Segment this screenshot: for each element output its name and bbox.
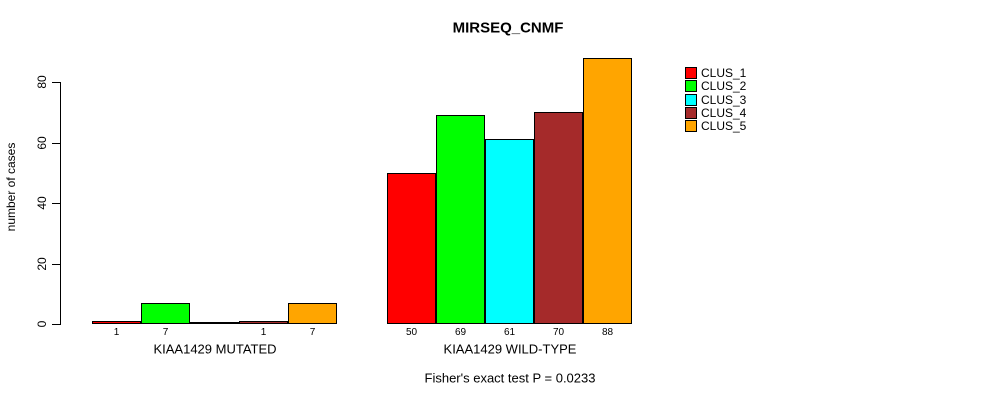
bar-clus_2-group1 [436, 115, 485, 324]
bar-value-label: 61 [503, 327, 516, 338]
y-axis-tick [52, 82, 60, 83]
y-axis-tick-label: 80 [35, 75, 49, 89]
legend-label-clus_5: CLUS_5 [701, 119, 747, 133]
legend-swatch-clus_3 [685, 94, 697, 106]
bar-clus_5-group0 [288, 303, 337, 324]
bar-clus_2-group0 [141, 303, 190, 324]
bar-clus_3-group1 [485, 139, 534, 324]
x-axis-group-label-mutated: KIAA1429 MUTATED [153, 341, 277, 357]
legend-swatch-clus_2 [685, 80, 697, 92]
bar-clus_4-group1 [534, 112, 583, 324]
y-axis-tick-label: 40 [35, 196, 49, 210]
bar-value-label: 7 [162, 327, 169, 338]
y-axis-tick-label: 20 [35, 257, 49, 271]
y-axis-tick-label: 0 [35, 320, 49, 328]
y-axis-tick [52, 143, 60, 144]
bar-value-label: 7 [309, 327, 316, 338]
legend-swatch-clus_4 [685, 107, 697, 119]
y-axis-tick [52, 203, 60, 204]
y-axis-tick [52, 324, 60, 325]
bar-value-label: 69 [454, 327, 467, 338]
y-axis-tick [52, 264, 60, 265]
legend-swatch-clus_5 [685, 120, 697, 132]
y-axis-tick-label: 60 [35, 136, 49, 150]
legend-label-clus_3: CLUS_3 [701, 93, 747, 107]
chart-title: MIRSEQ_CNMF [452, 19, 564, 37]
y-axis-title: number of cases [4, 142, 18, 232]
y-axis-line [60, 82, 61, 325]
legend-label-clus_1: CLUS_1 [701, 66, 747, 80]
bar-value-label: 1 [260, 327, 267, 338]
bar-value-label: 1 [113, 327, 120, 338]
legend-swatch-clus_1 [685, 67, 697, 79]
bar-value-label: 70 [552, 327, 565, 338]
bar-clus_1-group0 [92, 321, 141, 324]
x-axis-group-label-wildtype: KIAA1429 WILD-TYPE [443, 341, 577, 357]
bar-clus_1-group1 [387, 173, 436, 324]
bar-value-label: 88 [601, 327, 614, 338]
bar-clus_3-group0-zero [190, 322, 239, 324]
bar-clus_4-group0 [239, 321, 288, 324]
bar-value-label: 50 [405, 327, 418, 338]
legend-label-clus_2: CLUS_2 [701, 79, 747, 93]
bar-clus_5-group1 [583, 58, 632, 324]
fisher-test-label: Fisher's exact test P = 0.0233 [424, 370, 596, 386]
legend-label-clus_4: CLUS_4 [701, 106, 747, 120]
